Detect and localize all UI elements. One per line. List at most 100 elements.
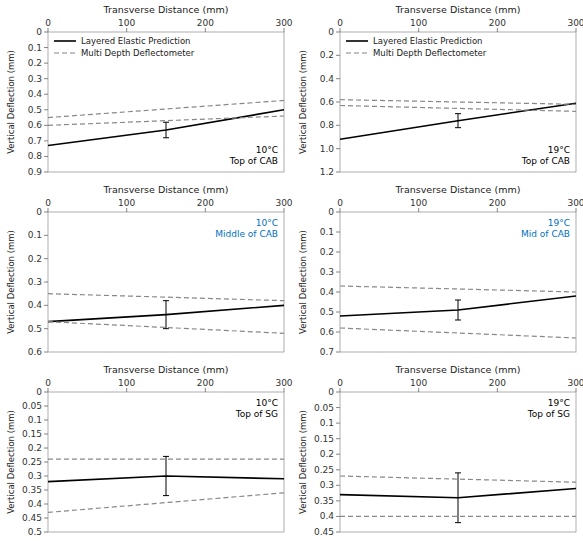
y-tick-label: 0.6	[320, 327, 335, 337]
x-tick-label: 300	[567, 198, 583, 208]
y-tick-label: 0.2	[320, 247, 334, 257]
y-tick-label: 0.2	[320, 449, 334, 459]
y-tick	[44, 78, 48, 79]
y-tick	[336, 500, 340, 501]
y-tick	[336, 32, 340, 33]
annotation: 10°CTop of CAB	[229, 145, 278, 166]
y-tick	[336, 232, 340, 233]
y-tick-label: 0.3	[28, 471, 42, 481]
panel: 010020030000.10.20.30.40.50.60.70.80.9Tr…	[6, 4, 293, 177]
error-bar-cap	[163, 495, 169, 496]
x-tick	[340, 28, 341, 32]
x-tick-label: 300	[275, 18, 292, 28]
series-line	[340, 106, 576, 112]
y-tick-label: 0.5	[28, 324, 42, 334]
x-tick	[576, 388, 577, 392]
error-bar-cap	[455, 300, 461, 301]
y-tick	[336, 407, 340, 408]
error-bar-cap	[455, 320, 461, 321]
y-tick-label: 0.25	[22, 457, 42, 467]
y-tick-label: 0.9	[28, 167, 43, 177]
y-tick	[44, 406, 48, 407]
x-tick	[497, 28, 498, 32]
y-tick	[44, 172, 48, 173]
y-tick-label: 0.2	[28, 443, 42, 453]
y-tick-label: 0.1	[320, 418, 334, 428]
annotation-line: 10°C	[256, 218, 278, 228]
y-tick	[336, 125, 340, 126]
legend-swatch	[54, 40, 76, 42]
x-tick-label: 0	[45, 198, 51, 208]
x-tick-label: 100	[410, 18, 427, 28]
panel: 010020030000.10.20.30.40.50.6Transverse …	[6, 184, 293, 357]
annotation-line: 10°C	[256, 398, 278, 408]
series-line	[48, 459, 284, 460]
y-tick	[44, 392, 48, 393]
y-tick	[44, 328, 48, 329]
y-tick	[44, 420, 48, 421]
y-tick	[44, 94, 48, 95]
y-tick-label: 0.3	[320, 480, 334, 490]
y-tick-label: 0.5	[320, 307, 334, 317]
x-tick	[497, 208, 498, 212]
error-bar-cap	[455, 113, 461, 114]
y-tick	[336, 172, 340, 173]
y-tick-label: 0.3	[28, 277, 42, 287]
y-tick	[44, 235, 48, 236]
y-tick-label: 0.35	[314, 496, 334, 506]
series-line	[48, 493, 284, 513]
y-tick	[336, 252, 340, 253]
legend-swatch	[346, 52, 368, 53]
y-tick-label: 0.15	[22, 429, 42, 439]
y-axis-label: Vertical Deflection (mm)	[298, 230, 308, 334]
error-bar-stem	[458, 300, 459, 320]
x-tick	[48, 388, 49, 392]
y-tick	[44, 476, 48, 477]
y-tick-label: 0	[36, 387, 42, 397]
series-line	[48, 322, 284, 334]
panel: 010020030000.050.10.150.20.250.30.350.40…	[298, 364, 583, 537]
legend-swatch	[346, 40, 368, 42]
y-tick	[336, 438, 340, 439]
y-tick-label: 0.2	[320, 50, 334, 60]
annotation-line: 19°C	[548, 145, 570, 155]
y-tick-label: 0.1	[28, 415, 42, 425]
y-tick	[44, 109, 48, 110]
error-bar-cap	[455, 522, 461, 523]
error-bar-stem	[166, 456, 167, 495]
x-tick-label: 300	[275, 198, 292, 208]
series-line	[340, 516, 576, 517]
y-tick	[44, 448, 48, 449]
y-tick-label: 0.25	[314, 465, 334, 475]
y-tick-label: 0.8	[320, 120, 335, 130]
y-tick	[336, 148, 340, 149]
data-group	[48, 456, 284, 512]
annotation-line: 19°C	[548, 398, 570, 408]
y-tick-label: 0.4	[320, 511, 335, 521]
y-tick-label: 0.45	[22, 513, 42, 523]
series-line	[48, 100, 284, 117]
y-tick-label: 0.45	[314, 527, 334, 537]
x-tick-label: 100	[118, 378, 135, 388]
y-tick-label: 0.4	[320, 74, 335, 84]
y-tick-label: 0.4	[28, 89, 43, 99]
series-line	[340, 328, 576, 338]
x-tick-label: 200	[197, 378, 214, 388]
y-tick-label: 0.05	[22, 401, 42, 411]
y-tick-label: 0.5	[28, 105, 42, 115]
y-tick	[44, 63, 48, 64]
plot-frame	[48, 212, 284, 352]
error-bar	[163, 301, 169, 329]
annotation-line: Top of CAB	[521, 156, 570, 166]
y-tick-label: 0.4	[28, 499, 43, 509]
annotation-line: Mid of CAB	[521, 229, 570, 239]
series-line	[340, 286, 576, 292]
annotation-line: Top of CAB	[229, 156, 278, 166]
x-tick-label: 0	[337, 18, 343, 28]
legend-label: Multi Depth Deflectometer	[81, 48, 195, 58]
panel: 010020030000.20.40.60.81.01.2Transverse …	[298, 4, 583, 177]
error-bar-cap	[455, 127, 461, 128]
y-tick-label: 0.1	[320, 227, 334, 237]
y-tick-label: 0.35	[22, 485, 42, 495]
y-tick	[336, 212, 340, 213]
